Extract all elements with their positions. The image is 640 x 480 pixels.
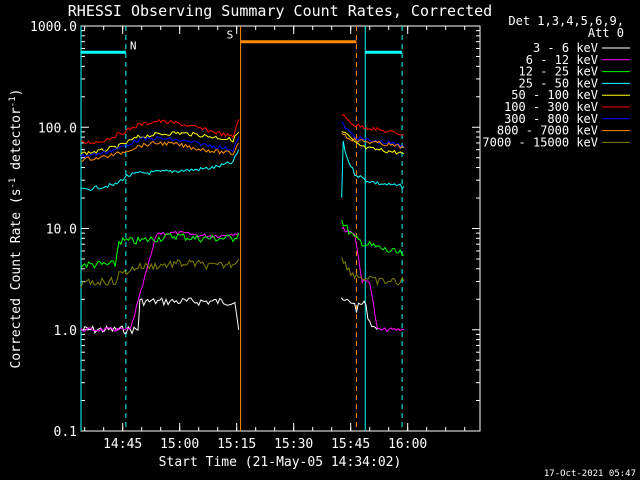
legend-label: 100 - 300 keV xyxy=(504,100,598,114)
series-line xyxy=(80,297,240,335)
annotation-n: N xyxy=(130,39,137,52)
series-line xyxy=(80,135,240,158)
series-line xyxy=(341,132,405,150)
y-tick-label: 1.0 xyxy=(54,324,77,339)
series-line xyxy=(341,257,405,287)
legend-label: 7000 - 15000 keV xyxy=(482,135,598,149)
x-tick-label: 14:45 xyxy=(103,437,142,452)
legend-label: 3 - 6 keV xyxy=(533,41,598,55)
legend-header-att: Att 0 xyxy=(588,26,624,40)
annotation-s: S xyxy=(227,29,234,42)
legend-label: 50 - 100 keV xyxy=(511,88,598,102)
plot-frame xyxy=(80,25,481,432)
series-line xyxy=(80,258,240,289)
x-tick-label: 15:30 xyxy=(274,437,313,452)
legend-label: 300 - 800 keV xyxy=(504,112,598,126)
series-line xyxy=(80,131,240,156)
legend-header: Det 1,3,4,5,6,9, xyxy=(508,14,624,28)
series-line xyxy=(341,113,405,136)
legend-label: 12 - 25 keV xyxy=(519,65,598,79)
x-tick-label: 15:15 xyxy=(217,437,256,452)
x-tick-label: 15:00 xyxy=(160,437,199,452)
series-line xyxy=(341,121,405,147)
legend-label: 25 - 50 keV xyxy=(519,76,598,90)
series-line xyxy=(341,140,405,198)
series-line xyxy=(341,131,405,155)
y-tick-label: 10.0 xyxy=(46,223,77,238)
y-tick-label: 1000.0 xyxy=(30,20,77,35)
series-line xyxy=(80,118,240,145)
x-tick-label: 15:45 xyxy=(331,437,370,452)
chart-title: RHESSI Observing Summary Count Rates, Co… xyxy=(68,2,492,20)
legend-label: 800 - 7000 keV xyxy=(497,124,598,138)
series-line xyxy=(80,141,240,162)
series-line xyxy=(340,297,378,331)
series-line xyxy=(80,149,240,191)
x-axis-label: Start Time (21-May-05 14:34:02) xyxy=(159,455,402,470)
series-line xyxy=(80,232,240,269)
x-tick-label: 16:00 xyxy=(388,437,427,452)
series-line xyxy=(341,219,405,256)
legend-label: 6 - 12 keV xyxy=(526,53,598,67)
y-axis-label: Corrected Count Rate (s-1 detector-1) xyxy=(8,89,24,369)
y-tick-label: 0.1 xyxy=(54,425,77,440)
series-line xyxy=(80,230,239,332)
footer-timestamp: 17-Oct-2021 05:47 xyxy=(544,469,636,479)
y-tick-label: 100.0 xyxy=(38,121,77,136)
